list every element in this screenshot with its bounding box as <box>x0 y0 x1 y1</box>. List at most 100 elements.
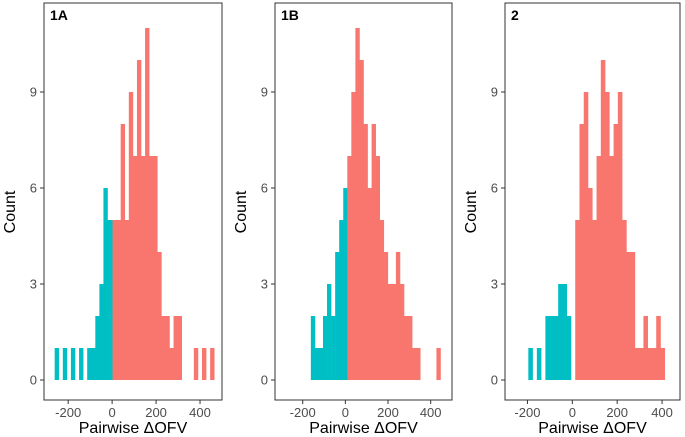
y-axis-title: Count <box>463 190 480 233</box>
histogram-bar <box>202 348 207 380</box>
histogram-bar <box>408 316 413 380</box>
histogram-bar <box>157 252 162 380</box>
y-axis-title: Count <box>233 190 250 233</box>
histogram-bar <box>562 284 567 380</box>
histogram-bar <box>145 28 150 380</box>
y-tick-label: 6 <box>30 181 37 196</box>
histogram-bar <box>79 348 84 380</box>
histogram-bar <box>141 156 146 380</box>
histogram-bar <box>609 156 614 380</box>
histogram-bar <box>339 220 344 380</box>
histogram-bar <box>617 92 623 380</box>
histogram-bar <box>371 124 376 380</box>
x-tick-label: 200 <box>606 405 628 420</box>
histogram-bar <box>639 348 644 380</box>
x-tick-label: 400 <box>420 405 442 420</box>
histogram-bar <box>404 316 409 380</box>
histogram-bar <box>322 316 328 380</box>
histogram-bar <box>347 156 352 380</box>
histogram-bar <box>62 348 68 380</box>
histogram-bar <box>375 156 381 380</box>
histogram-bar <box>596 156 602 380</box>
histogram-bar <box>173 316 178 380</box>
histogram-bar <box>575 220 580 380</box>
histogram-bar <box>579 124 585 380</box>
histogram-bar <box>656 316 661 380</box>
histogram-bar <box>54 348 60 380</box>
panel-frame <box>274 2 453 401</box>
y-tick-label: 3 <box>30 277 37 292</box>
x-tick-label: -200 <box>290 405 316 420</box>
x-axis-title: Pairwise ΔOFV <box>309 420 418 437</box>
y-tick-label: 0 <box>491 373 498 388</box>
panel-frame <box>43 2 223 401</box>
histogram-bar <box>132 156 138 380</box>
histogram-bar <box>128 92 134 380</box>
panel-2: 2 0 3 6 9 -200 0 200 400 Pairwise ΔOFV Count <box>463 2 681 437</box>
histogram-bar <box>210 348 215 380</box>
x-tick-label: 0 <box>342 405 349 420</box>
histogram-bar <box>379 220 385 380</box>
histogram-bar <box>549 316 555 380</box>
histogram-bar <box>528 348 533 380</box>
histogram-bar <box>647 348 653 380</box>
x-tick-label: 0 <box>109 405 116 420</box>
x-tick-label: 200 <box>145 405 167 420</box>
histogram-bar <box>391 284 397 380</box>
histogram-bar <box>626 252 631 380</box>
y-tick-label: 0 <box>261 373 268 388</box>
histogram-bar <box>651 348 657 380</box>
histogram-bar <box>558 284 563 380</box>
histogram-bar <box>331 316 336 380</box>
panel-label: 1A <box>50 7 68 23</box>
histogram-bar <box>177 316 182 380</box>
histogram-bar <box>351 92 356 380</box>
histogram-bar <box>335 252 340 380</box>
histogram-bar <box>367 188 372 380</box>
x-tick-label: -200 <box>55 405 81 420</box>
histogram-bar <box>613 124 619 380</box>
histogram-bar <box>87 348 92 380</box>
histogram-bar <box>120 124 126 380</box>
y-tick-label: 3 <box>491 277 498 292</box>
histogram-bar <box>395 252 401 380</box>
y-tick-label: 3 <box>261 277 268 292</box>
histogram-bar <box>399 284 405 380</box>
panel-label: 1B <box>281 7 299 23</box>
histogram-bar <box>588 188 593 380</box>
histogram-bar <box>112 220 117 380</box>
y-tick-label: 9 <box>261 85 268 100</box>
histogram-bar <box>99 284 104 380</box>
histogram-bar <box>327 284 332 380</box>
y-axis-title: Count <box>2 190 19 233</box>
histogram-bar <box>169 348 174 380</box>
histogram-bar <box>416 348 421 380</box>
histogram-bar <box>116 220 121 380</box>
histogram-bar <box>153 156 158 380</box>
histogram-bar <box>91 348 96 380</box>
histogram-bar <box>149 156 154 380</box>
histogram-bar <box>600 60 606 380</box>
panel-label: 2 <box>511 7 519 23</box>
x-axis-title: Pairwise ΔOFV <box>538 420 647 437</box>
histogram-bar <box>70 348 76 380</box>
histogram-bar <box>359 60 364 380</box>
y-tick-label: 9 <box>491 85 498 100</box>
histogram-bar <box>553 316 559 380</box>
histogram-bar <box>605 92 610 380</box>
histogram-bar <box>165 316 170 380</box>
histogram-bar <box>536 348 542 380</box>
histogram-bar <box>363 124 368 380</box>
x-tick-label: -200 <box>514 405 540 420</box>
histogram-bar <box>383 252 389 380</box>
histogram-bar <box>310 316 316 380</box>
histogram-bar <box>343 188 348 380</box>
histogram-bar <box>95 316 100 380</box>
y-tick-label: 6 <box>261 181 268 196</box>
histogram-bar <box>566 316 572 380</box>
y-tick-label: 0 <box>30 373 37 388</box>
histogram-bar <box>643 316 648 380</box>
